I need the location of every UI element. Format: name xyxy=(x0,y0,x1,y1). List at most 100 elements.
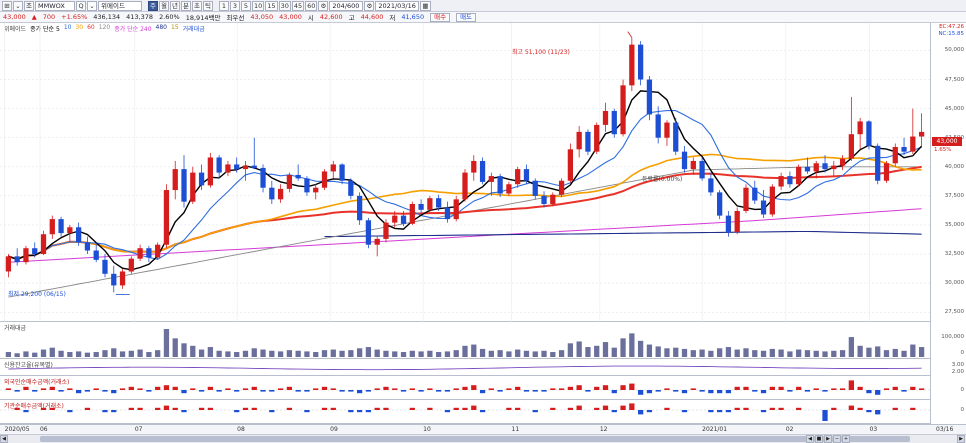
layout-dropdown-button[interactable]: ⌄ xyxy=(13,0,23,11)
institution-bar xyxy=(796,407,802,410)
date-tick: 06 xyxy=(39,426,48,433)
interval-10-button[interactable]: 10 xyxy=(252,0,265,11)
volume-bar xyxy=(304,351,310,357)
foreign-bar xyxy=(137,388,143,390)
scroll-left-button[interactable]: ◀ xyxy=(0,435,8,443)
data-count-input[interactable]: 204/600 xyxy=(329,0,364,11)
volume-bar xyxy=(901,350,907,357)
volume-value: 436,134 xyxy=(93,13,121,21)
symbol-search-button[interactable]: Q xyxy=(76,0,86,11)
legend-ma-price: 종가 단순 5 xyxy=(30,26,60,33)
layout-button[interactable]: ⊞ xyxy=(2,0,12,11)
last-page-button[interactable]: ▶ xyxy=(824,435,832,443)
period-year-button[interactable]: 년 xyxy=(170,0,180,11)
volume-bar xyxy=(286,350,293,357)
institution-bar xyxy=(681,410,688,413)
candle-body xyxy=(594,124,600,152)
institution-bar xyxy=(769,407,775,410)
chart-scrollbar[interactable]: ◀ ◀ ■ ▶ − + ▶ xyxy=(0,434,966,443)
foreign-pane[interactable]: 외국인순매수금액(거래소) xyxy=(0,376,930,400)
foreign-bar xyxy=(5,388,12,390)
calendar-icon[interactable]: ▦ xyxy=(420,0,431,11)
volume-bar xyxy=(321,350,328,357)
volume-bar xyxy=(839,350,846,357)
interval-15-button[interactable]: 15 xyxy=(265,0,278,11)
candle-body xyxy=(673,122,679,152)
institution-bar xyxy=(427,407,433,410)
institution-bar xyxy=(515,407,521,410)
foreign-bar xyxy=(910,386,916,390)
foreign-bar xyxy=(699,390,705,392)
interval-5-button[interactable]: 5 xyxy=(241,0,251,11)
foreign-bar xyxy=(883,388,890,390)
volume-bar xyxy=(664,348,670,357)
price-tick: 50,000 xyxy=(944,47,964,54)
candle-body xyxy=(356,195,363,221)
sell-button[interactable]: 매도 xyxy=(456,12,477,22)
first-page-button[interactable]: ◀ xyxy=(806,435,814,443)
candle-body xyxy=(488,176,494,182)
price-axis[interactable]: EC:47.26 NC:15.85 50,00047,50045,00042,5… xyxy=(930,23,966,322)
scroll-right-button[interactable]: ▶ xyxy=(957,435,965,443)
foreign-bar xyxy=(181,390,187,394)
volume-bar xyxy=(418,351,424,357)
volume-bar xyxy=(550,352,556,357)
volume-bar xyxy=(172,338,178,357)
buy-button[interactable]: 매수 xyxy=(430,12,451,22)
volume-bar xyxy=(269,350,275,357)
interval-45-button[interactable]: 45 xyxy=(291,0,305,11)
volume-bar xyxy=(892,348,898,357)
stop-button[interactable]: ■ xyxy=(815,435,823,443)
candle-body xyxy=(383,222,389,239)
foreign-bar xyxy=(76,390,82,394)
interval-1-button[interactable]: 1 xyxy=(219,0,229,11)
foreign-chart[interactable] xyxy=(0,376,930,400)
open-price: 42,600 xyxy=(319,13,343,21)
foreign-bar xyxy=(374,388,380,390)
credit-tick-3: 3.00 xyxy=(951,362,964,368)
candle-body xyxy=(646,79,653,115)
volume-bar xyxy=(198,349,205,357)
volume-bar xyxy=(128,350,134,357)
legend-ma-30: 30 xyxy=(75,24,84,31)
volume-bar xyxy=(330,349,336,357)
query-type-button[interactable]: 조 xyxy=(24,0,34,11)
institution-chart[interactable] xyxy=(0,400,930,424)
period-second-button[interactable]: 초 xyxy=(192,0,202,11)
symbol-code-input[interactable]: MMWOX xyxy=(35,0,75,11)
candle-body xyxy=(198,172,205,186)
period-month-button[interactable]: 월 xyxy=(159,0,169,11)
trade-value: 413,378 xyxy=(126,13,154,21)
institution-bar xyxy=(14,407,20,410)
zoom-in-button[interactable]: + xyxy=(842,435,850,443)
price-pane[interactable]: 위메이드 종가 단순 5 10 30 60 120 종가 단순 240 480 … xyxy=(0,23,930,322)
date-input[interactable]: 2021/03/16 xyxy=(375,0,420,11)
period-minute-button[interactable]: 분 xyxy=(181,0,191,11)
candle-body xyxy=(277,188,284,200)
volume-bar xyxy=(681,348,688,357)
interval-3-button[interactable]: 3 xyxy=(230,0,240,11)
settings-icon[interactable]: ⚙ xyxy=(318,0,329,11)
institution-pane[interactable]: 기관순매수금액(거래소) xyxy=(0,400,930,424)
interval-30-button[interactable]: 30 xyxy=(278,0,291,11)
price-chart[interactable] xyxy=(0,23,930,322)
institution-pane-label: 기관순매수금액(거래소) xyxy=(4,403,64,410)
count-apply-button[interactable]: ⚙ xyxy=(364,0,375,11)
institution-bar xyxy=(462,407,468,410)
credit-pane[interactable]: 신용잔고율(유목별) xyxy=(0,359,930,376)
zoom-out-button[interactable]: − xyxy=(833,435,841,443)
candle-body xyxy=(602,110,609,125)
credit-chart[interactable] xyxy=(0,359,930,376)
period-week-button[interactable]: 주 xyxy=(148,0,158,11)
symbol-name-field[interactable]: 위메이드 xyxy=(98,0,142,11)
institution-bar xyxy=(646,410,653,413)
volume-pane[interactable]: 거래대금 xyxy=(0,322,930,359)
candle-body xyxy=(725,215,732,232)
foreign-bar xyxy=(444,390,451,392)
volume-chart[interactable] xyxy=(0,322,930,359)
interval-60-button[interactable]: 60 xyxy=(305,0,318,11)
period-tick-button[interactable]: 틱 xyxy=(203,0,213,11)
foreign-bar xyxy=(23,386,29,390)
scroll-thumb[interactable] xyxy=(40,436,910,442)
symbol-dropdown-button[interactable]: ⌄ xyxy=(87,0,97,11)
